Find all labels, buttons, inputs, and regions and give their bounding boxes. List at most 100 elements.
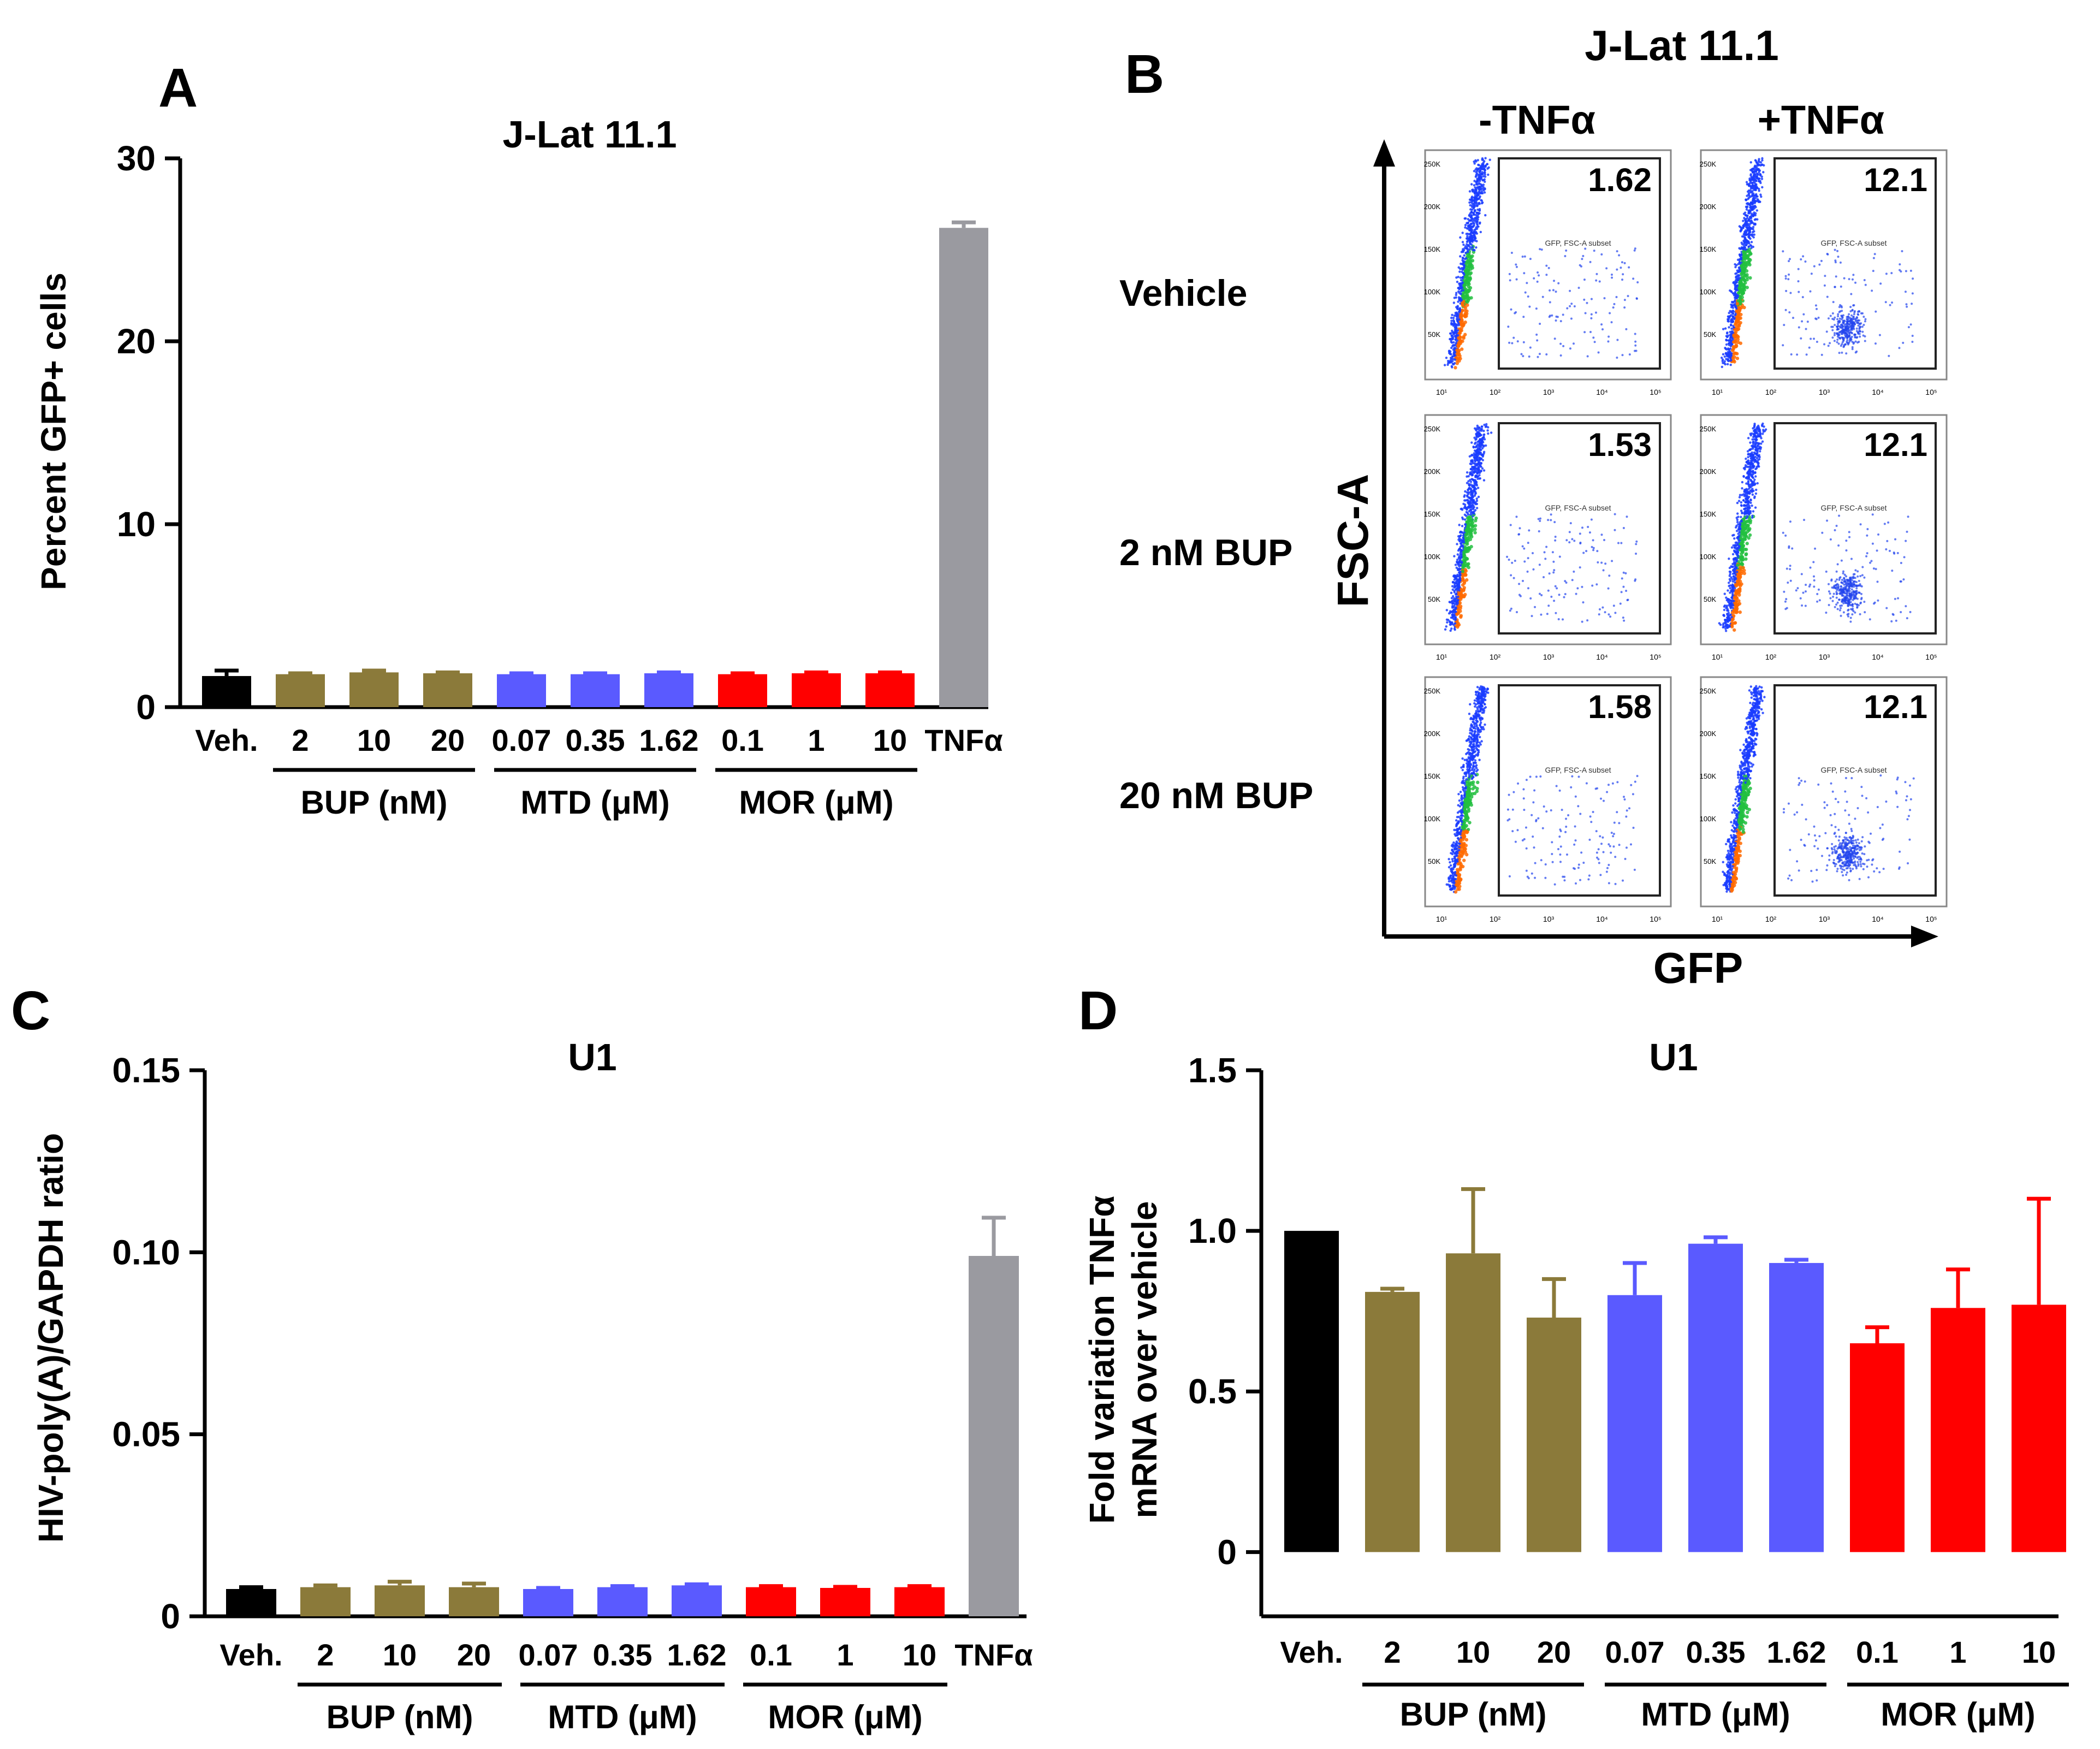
event-dot bbox=[1746, 194, 1748, 197]
event-dot bbox=[1470, 501, 1473, 504]
gfp-event-dot bbox=[1818, 599, 1821, 602]
group-label: MOR (μM) bbox=[739, 784, 893, 821]
gfp-event-dot bbox=[1856, 336, 1859, 339]
event-dot bbox=[1481, 157, 1484, 160]
event-dot bbox=[1458, 589, 1461, 592]
event-dot bbox=[1735, 541, 1739, 544]
event-dot bbox=[1450, 616, 1453, 619]
gfp-event-dot bbox=[1510, 308, 1512, 311]
event-dot bbox=[1760, 195, 1763, 198]
gfp-event-dot bbox=[1871, 542, 1874, 545]
fsc-tick-label: 250K bbox=[1700, 160, 1717, 168]
gfp-event-dot bbox=[1570, 303, 1573, 305]
gfp-event-dot bbox=[1521, 545, 1524, 548]
gfp-event-dot bbox=[1836, 592, 1838, 595]
gfp-event-dot bbox=[1840, 614, 1842, 617]
gfp-event-dot bbox=[1838, 589, 1841, 592]
gfp-event-dot bbox=[1897, 597, 1900, 600]
gfp-event-dot bbox=[1805, 583, 1807, 586]
gfp-event-dot bbox=[1584, 312, 1587, 315]
event-dot bbox=[1455, 324, 1458, 327]
event-dot bbox=[1457, 352, 1461, 356]
gfp-event-dot bbox=[1592, 336, 1595, 339]
gfp-event-dot bbox=[1600, 533, 1603, 536]
event-dot bbox=[1473, 427, 1476, 430]
event-dot bbox=[1475, 488, 1478, 490]
gfp-event-dot bbox=[1539, 323, 1541, 325]
gfp-event-dot bbox=[1839, 304, 1842, 306]
gfp-event-dot bbox=[1801, 604, 1804, 607]
panel-letter-b: B bbox=[1125, 44, 1164, 105]
gfp-event-dot bbox=[1849, 620, 1852, 623]
event-dot bbox=[1458, 585, 1461, 589]
event-dot bbox=[1734, 526, 1737, 529]
event-dot bbox=[1731, 572, 1735, 575]
gfp-event-dot bbox=[1859, 613, 1861, 615]
x-tick-label: 20 bbox=[431, 723, 465, 757]
gfp-event-dot bbox=[1625, 328, 1628, 330]
event-dot bbox=[1759, 200, 1761, 203]
event-dot bbox=[1451, 366, 1454, 369]
gfp-event-dot bbox=[1847, 335, 1850, 337]
gate-box bbox=[1498, 157, 1661, 370]
event-dot bbox=[1473, 470, 1476, 473]
event-dot bbox=[1459, 564, 1462, 567]
event-dot bbox=[1751, 181, 1754, 185]
fsc-tick-label: 100K bbox=[1424, 553, 1441, 561]
event-dot bbox=[1463, 290, 1467, 294]
gfp-event-dot bbox=[1912, 277, 1914, 280]
event-dot bbox=[1474, 194, 1477, 197]
gfp-event-dot bbox=[1602, 569, 1605, 572]
event-dot bbox=[1740, 504, 1743, 507]
gfp-event-dot bbox=[1787, 581, 1789, 584]
event-dot bbox=[1735, 357, 1740, 360]
gfp-event-dot bbox=[1595, 279, 1598, 282]
event-dot bbox=[1459, 614, 1463, 618]
gfp-event-dot bbox=[1518, 527, 1521, 530]
gfp-event-dot bbox=[1845, 583, 1848, 585]
gfp-event-dot bbox=[1604, 611, 1606, 614]
event-dot bbox=[1479, 477, 1481, 480]
gfp-event-dot bbox=[1552, 571, 1555, 574]
event-dot bbox=[1461, 303, 1464, 306]
event-dot bbox=[1729, 330, 1731, 334]
gfp-event-dot bbox=[1845, 539, 1848, 542]
event-dot bbox=[1456, 558, 1459, 561]
event-dot bbox=[1473, 213, 1475, 216]
event-dot bbox=[1466, 562, 1470, 567]
event-dot bbox=[1754, 455, 1757, 458]
gfp-event-dot bbox=[1834, 324, 1836, 327]
gfp-event-dot bbox=[1900, 561, 1902, 564]
event-dot bbox=[1470, 259, 1475, 263]
event-dot bbox=[1451, 313, 1454, 316]
event-dot bbox=[1756, 426, 1759, 429]
bar-4 bbox=[497, 674, 546, 707]
event-dot bbox=[1755, 438, 1758, 442]
event-dot bbox=[1469, 263, 1473, 267]
gfp-event-dot bbox=[1549, 301, 1551, 304]
gfp-event-dot bbox=[1854, 569, 1857, 572]
event-dot bbox=[1737, 263, 1740, 265]
event-dot bbox=[1447, 361, 1450, 364]
event-dot bbox=[1465, 542, 1469, 546]
event-dot bbox=[1455, 293, 1457, 297]
event-dot bbox=[1457, 300, 1460, 303]
gfp-event-dot bbox=[1529, 258, 1532, 260]
event-dot bbox=[1734, 304, 1737, 307]
y-axis-label: HIV-poly(A)/GAPDH ratio bbox=[31, 1133, 70, 1543]
gfp-event-dot bbox=[1635, 552, 1638, 555]
gfp-event-dot bbox=[1834, 580, 1837, 583]
gfp-event-dot bbox=[1598, 608, 1601, 610]
gfp-event-dot bbox=[1800, 258, 1802, 260]
event-dot bbox=[1745, 458, 1747, 460]
gfp-event-dot bbox=[1805, 328, 1807, 330]
event-dot bbox=[1745, 199, 1747, 201]
event-dot bbox=[1747, 193, 1750, 196]
event-dot bbox=[1481, 179, 1484, 182]
event-dot bbox=[1736, 314, 1740, 318]
event-dot bbox=[1483, 438, 1486, 441]
gfp-event-dot bbox=[1621, 261, 1623, 264]
event-dot bbox=[1449, 629, 1452, 632]
event-dot bbox=[1449, 623, 1452, 626]
